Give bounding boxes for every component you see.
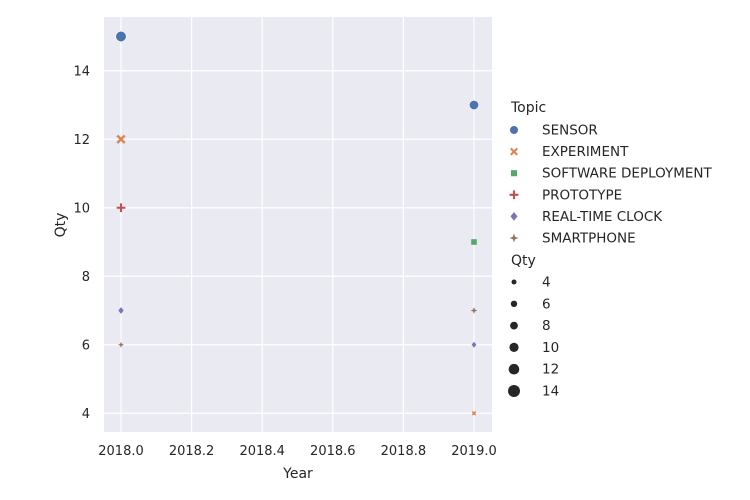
legend-marker [509, 233, 519, 243]
y-tick-label: 10 [73, 201, 90, 216]
legend-marker [509, 190, 519, 200]
legend: Topic SENSOR EXPERIMENT SOFTWARE DEPLOYMEN… [508, 100, 713, 400]
size-legend-label: 4 [542, 275, 551, 291]
size-legend-label: 8 [542, 318, 551, 334]
size-legend-marker [510, 300, 518, 307]
data-point [116, 134, 126, 144]
legend-marker [509, 125, 519, 135]
x-tick-label: 2018.0 [98, 444, 144, 459]
y-tick-label: 4 [82, 407, 90, 422]
legend-label: PROTOTYPE [542, 187, 622, 203]
data-point [116, 203, 126, 213]
data-point [468, 100, 479, 111]
size-legend-label: 6 [542, 296, 551, 312]
data-point [470, 307, 478, 314]
hue-legend-title: Topic [510, 100, 546, 116]
size-legend-entries: 4 6 8 10 12 14 [508, 275, 559, 400]
legend-label: SOFTWARE DEPLOYMENT [542, 166, 713, 182]
legend-marker [510, 170, 518, 177]
data-point [118, 307, 124, 314]
data-points [115, 30, 479, 416]
legend-marker [510, 212, 518, 221]
legend-label: SENSOR [542, 123, 598, 139]
size-legend-marker [508, 363, 520, 375]
x-axis-ticks: 2018.0 2018.2 2018.4 2018.6 2018.8 2019.0 [98, 444, 497, 459]
data-point [118, 341, 124, 348]
size-legend-marker [508, 385, 520, 397]
size-legend-label: 12 [542, 362, 559, 378]
y-axis-label: Qty [53, 213, 69, 238]
y-tick-label: 12 [73, 133, 90, 148]
size-legend-marker [511, 279, 517, 285]
legend-marker [510, 147, 518, 156]
size-legend-marker [509, 342, 519, 352]
x-tick-label: 2018.2 [169, 444, 215, 459]
y-tick-label: 6 [82, 338, 90, 353]
legend-label: EXPERIMENT [542, 144, 629, 160]
data-point [471, 410, 477, 416]
data-point [115, 30, 127, 43]
plot-area [104, 17, 492, 432]
data-point [471, 341, 477, 348]
y-tick-label: 14 [73, 64, 90, 79]
size-legend-label: 10 [542, 340, 559, 356]
y-axis-ticks: 4 6 8 10 12 14 [73, 64, 90, 422]
y-tick-label: 8 [82, 270, 90, 285]
grid-lines [104, 17, 492, 432]
size-legend-marker [510, 321, 518, 330]
legend-label: REAL-TIME CLOCK [542, 209, 663, 225]
x-tick-label: 2018.6 [310, 444, 356, 459]
x-tick-label: 2018.8 [381, 444, 427, 459]
size-legend-title: Qty [511, 253, 536, 269]
size-legend-label: 14 [542, 384, 559, 400]
data-point [471, 239, 477, 245]
x-axis-label: Year [282, 466, 313, 482]
x-tick-label: 2018.4 [239, 444, 285, 459]
x-tick-label: 2019.0 [451, 444, 497, 459]
legend-label: SMARTPHONE [542, 231, 636, 247]
hue-legend-entries: SENSOR EXPERIMENT SOFTWARE DEPLOYMENT PROTO… [509, 123, 713, 247]
